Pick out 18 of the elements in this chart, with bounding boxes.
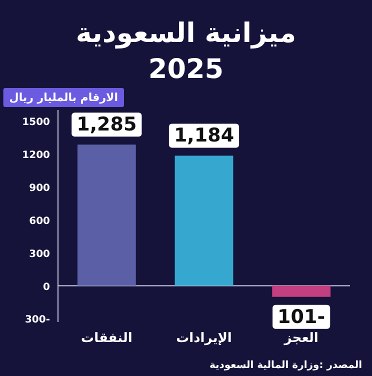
bar — [272, 286, 331, 297]
y-tick-label: 300 — [29, 248, 50, 260]
data-label: -101 — [278, 306, 326, 328]
data-label: 1,184 — [174, 124, 234, 147]
y-tick-label: 300- — [24, 314, 50, 326]
y-tick-label: 1200 — [22, 150, 50, 161]
y-tick-label: 1500 — [22, 116, 50, 128]
bar — [174, 156, 234, 286]
x-tick-label: الإيرادات — [176, 331, 232, 346]
x-tick-label: النفقات — [81, 331, 132, 346]
x-tick-label: العجز — [283, 331, 318, 346]
y-tick-label: 600 — [29, 216, 50, 227]
text: المصدر :وزارة المالية السعودية — [209, 360, 362, 371]
data-label: 1,285 — [76, 114, 137, 136]
chart-subtitle: الارقام بالمليار ريال — [9, 91, 118, 104]
y-tick-label: 900 — [29, 182, 50, 194]
y-tick-label: 0 — [43, 282, 50, 293]
bar — [77, 144, 136, 286]
